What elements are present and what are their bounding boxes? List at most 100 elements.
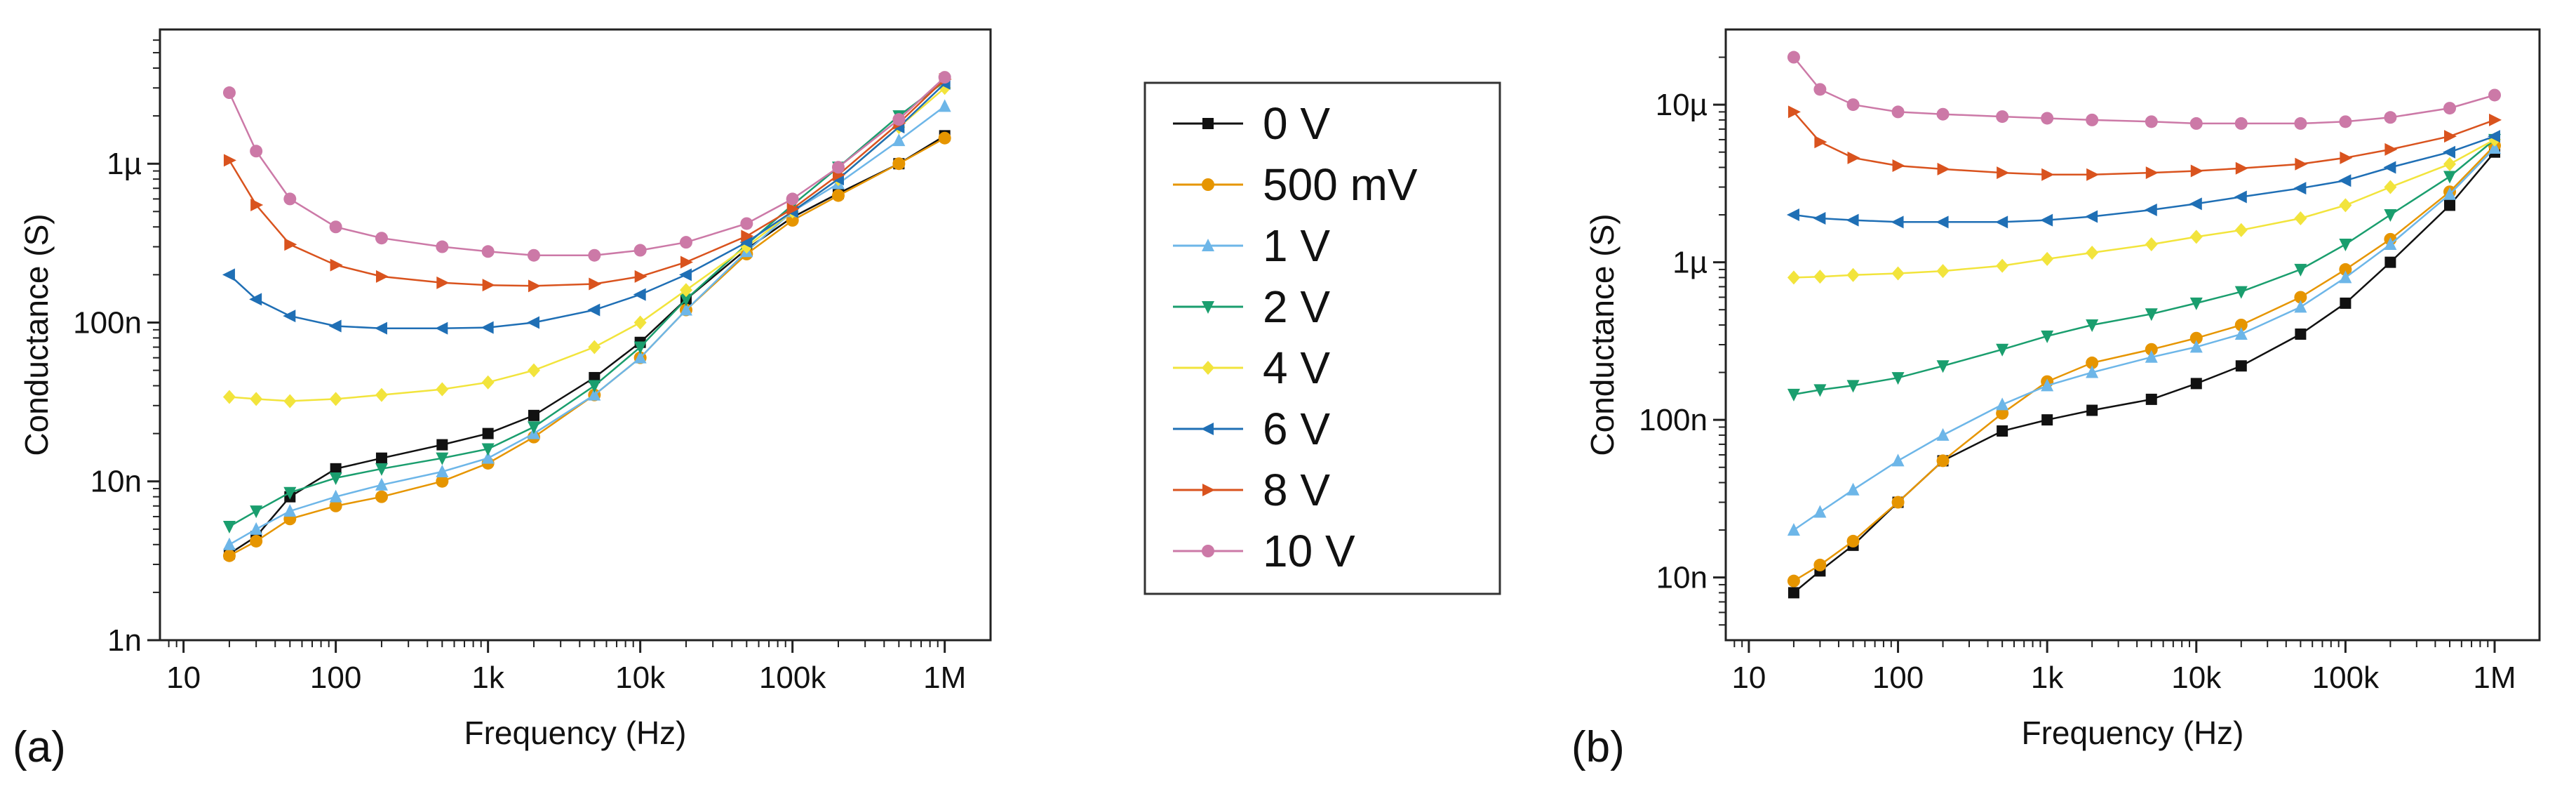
legend-label: 4 V [1263,343,1330,393]
data-point [375,387,388,402]
series-line [229,82,946,329]
legend: 0 V 500 mV 1 V 2 V 4 V 6 V 8 V 10 V [1143,81,1501,595]
data-point [1787,270,1800,285]
data-point [1995,216,2008,229]
data-point [1846,380,1860,393]
data-point [2488,113,2502,126]
data-point [481,375,495,390]
data-point [2086,246,2099,260]
series-4-v [222,81,951,409]
x-tick-label: 1k [2031,661,2064,695]
data-point [2384,142,2398,156]
x-tick-label: 10 [166,661,201,695]
x-tick-label: 10k [615,661,666,695]
data-point [1937,162,1950,175]
data-point [1846,534,1860,548]
x-tick-label: 10k [2171,661,2222,695]
data-point [633,244,647,257]
x-tick-label: 100 [1872,661,1924,695]
y-tick-label: 1µ [1672,246,1708,280]
data-point [2086,404,2098,416]
series-6-v [222,77,951,335]
data-point [2235,161,2248,175]
legend-box [1143,81,1501,595]
x-tick-label: 1k [471,661,504,695]
series-line [1793,147,2495,531]
data-point [1787,105,1801,119]
legend-marker [1202,178,1214,191]
data-point [375,490,388,503]
data-point [2294,291,2307,304]
data-point [892,133,906,147]
data-point [2041,112,2054,125]
data-point [527,248,540,262]
data-point [633,315,647,330]
x-tick-label: 10 [1731,661,1766,695]
data-point [2144,203,2157,216]
data-point [2339,263,2352,276]
data-point [587,303,601,317]
data-point [1787,388,1800,402]
data-point [2294,211,2307,226]
data-point [2295,157,2308,171]
data-point [2189,340,2203,353]
series-10-v [1787,51,2501,130]
data-point [2339,239,2352,252]
data-point [1996,343,2009,357]
legend-label: 1 V [1263,220,1330,271]
series-line [1793,145,2495,582]
series-line [1793,135,2495,223]
data-point [2294,117,2307,130]
data-point [741,230,754,243]
data-point [329,220,342,234]
data-point [1814,135,1827,149]
y-tick-label: 100n [73,305,142,340]
data-point [250,522,263,535]
data-point [1813,212,1826,225]
legend-marker [1202,484,1215,496]
data-point [2085,210,2098,223]
data-point [1813,505,1827,518]
data-point [329,489,342,503]
y-tick-label: 10n [1656,561,1708,595]
data-point [2384,209,2397,223]
data-point [1813,270,1827,284]
data-point [2443,102,2456,115]
data-point [375,232,388,245]
x-tick-label: 100k [759,661,826,695]
data-point [1936,107,1950,121]
data-point [1936,454,1950,468]
data-point [375,270,389,283]
x-tick-label: 100k [2312,661,2380,695]
data-point [436,452,449,465]
data-point [482,427,494,439]
plot-frame [159,28,992,642]
data-point [329,499,342,512]
data-point [938,71,951,84]
data-point [222,549,236,562]
data-point [2443,171,2456,184]
y-tick-label: 10µ [1656,88,1708,122]
data-point [831,161,845,174]
data-point [329,472,342,485]
data-point [249,293,262,306]
data-point [1997,166,2010,180]
data-point [892,113,906,126]
data-point [1846,98,1860,112]
data-point [222,520,236,533]
series-line [1793,151,2495,594]
data-point [2384,237,2397,251]
data-point [2145,115,2158,128]
data-point [528,279,541,293]
data-point [1786,208,1799,222]
data-point [633,341,647,354]
data-point [938,99,951,112]
y-axis-title: Conductance (S) [1584,213,1621,456]
data-point [2443,157,2456,171]
data-point [330,463,342,475]
legend-label: 8 V [1263,465,1330,515]
data-point [436,240,449,253]
data-point [374,321,387,335]
x-tick-label: 100 [310,661,361,695]
series-line [1792,56,2495,125]
